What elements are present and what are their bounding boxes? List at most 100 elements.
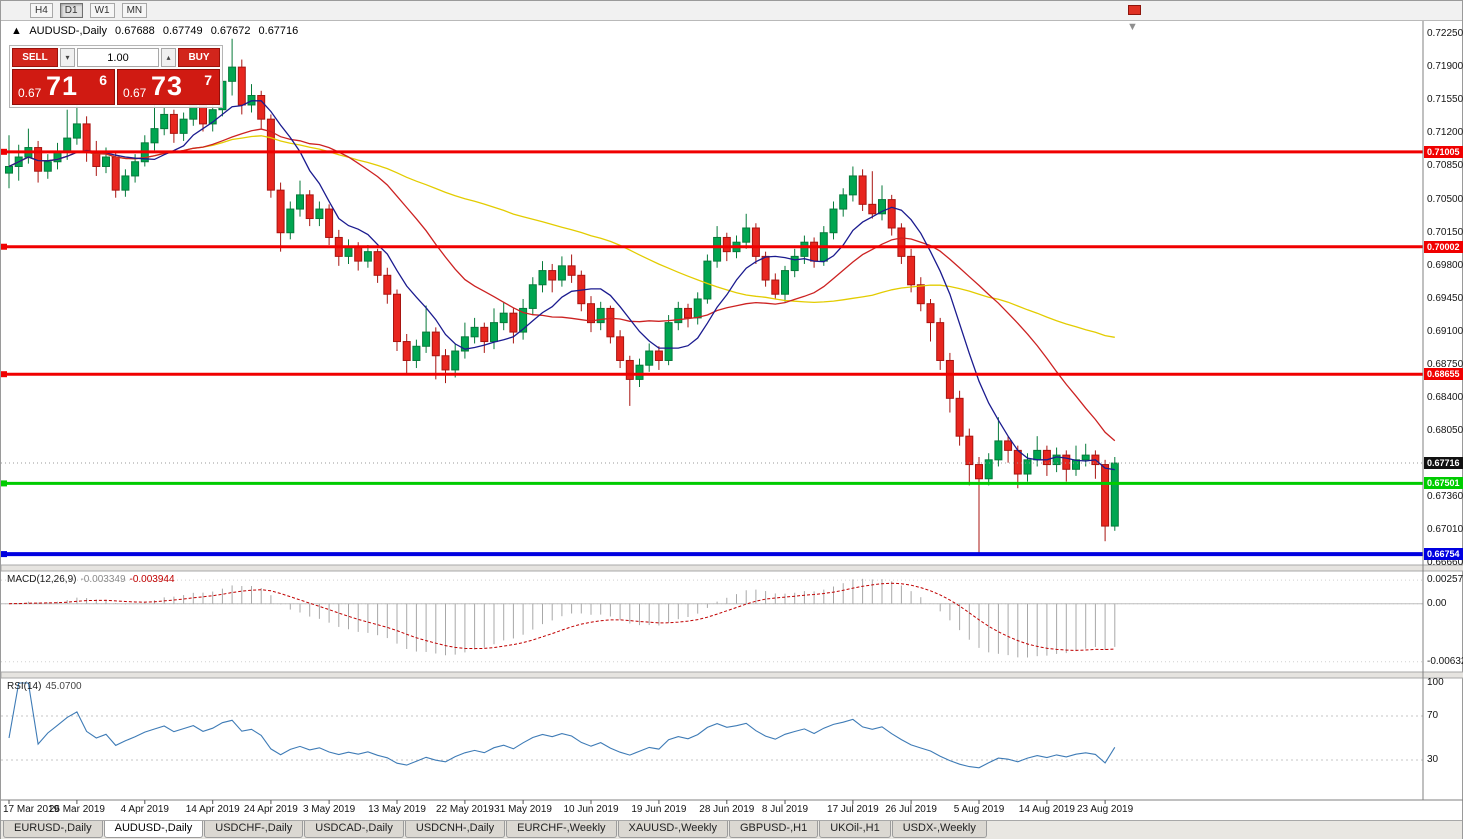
chart-tab-eurchf-weekly[interactable]: EURCHF-,Weekly xyxy=(506,821,617,838)
timeframe-button-h4[interactable]: H4 xyxy=(30,3,53,18)
trade-panel-prices: 0.67 71 6 0.67 73 7 xyxy=(12,69,220,105)
candle-body xyxy=(131,161,140,177)
bid-price-box[interactable]: 0.67 71 6 xyxy=(12,69,115,105)
candle-body xyxy=(490,322,498,343)
rsi-line xyxy=(8,682,1116,769)
candle-body xyxy=(984,459,993,480)
candle-body xyxy=(169,113,178,134)
candle-body xyxy=(810,241,819,262)
candle-body xyxy=(150,128,159,144)
timeframe-button-mn[interactable]: MN xyxy=(121,3,148,18)
candle-body xyxy=(441,355,450,371)
chart-tab-eurusd-daily[interactable]: EURUSD-,Daily xyxy=(3,821,103,838)
candle-body xyxy=(499,312,508,324)
candle-body xyxy=(121,175,130,191)
candle-body xyxy=(975,464,983,480)
volume-input[interactable] xyxy=(77,48,159,67)
chart-shift-icon[interactable]: ▼ xyxy=(1127,21,1138,33)
buy-button[interactable]: BUY xyxy=(178,48,220,67)
candle-body xyxy=(43,161,52,172)
candle-body xyxy=(266,118,275,191)
macd-title: MACD(12,26,9) xyxy=(7,574,77,585)
chart-tab-gbpusd-h1[interactable]: GBPUSD-,H1 xyxy=(728,821,819,838)
ohlc-high: 0.67749 xyxy=(162,25,203,37)
trade-panel-controls: SELL ▾ ▴ BUY xyxy=(12,48,220,67)
candle-body xyxy=(858,175,867,205)
volume-increase-button[interactable]: ▴ xyxy=(161,48,176,67)
candle-body xyxy=(63,137,72,153)
candle-body xyxy=(325,208,334,238)
candle-body xyxy=(674,307,683,324)
timeframe-button-d1[interactable]: D1 xyxy=(59,3,83,18)
ask-big-digits: 73 xyxy=(151,71,184,101)
chart-tab-audusd-daily[interactable]: AUDUSD-,Daily xyxy=(103,821,204,838)
timeframe-button-w1[interactable]: W1 xyxy=(89,3,115,18)
candle-body xyxy=(790,255,799,272)
chart-tab-xauusd-weekly[interactable]: XAUUSD-,Weekly xyxy=(617,821,728,838)
candle-body xyxy=(664,322,673,361)
chart-tab-usdcad-daily[interactable]: USDCAD-,Daily xyxy=(304,821,404,838)
bid-pip-digit: 6 xyxy=(99,72,107,88)
rsi-header: RSI(14) 45.0700 xyxy=(7,681,82,692)
candle-body xyxy=(907,255,916,286)
candle-body xyxy=(451,350,460,371)
candle-body xyxy=(460,336,469,352)
candle-body xyxy=(955,397,964,437)
candle-body xyxy=(567,265,576,276)
candle-body xyxy=(1033,449,1042,461)
candle-body xyxy=(587,303,595,324)
candle-body xyxy=(179,118,188,134)
candle-body xyxy=(519,307,528,333)
chart-tab-ukoil-h1[interactable]: UKOil-,H1 xyxy=(819,821,891,838)
toolbar-red-button[interactable] xyxy=(1128,5,1141,15)
candle-body xyxy=(684,307,692,319)
hline-anchor[interactable] xyxy=(1,371,7,378)
candle-body xyxy=(1042,449,1051,466)
ohlc-low: 0.67672 xyxy=(210,25,251,37)
chart-tab-usdx-weekly[interactable]: USDX-,Weekly xyxy=(891,821,987,838)
ohlc-open: 0.67688 xyxy=(115,25,155,37)
volume-decrease-button[interactable]: ▾ xyxy=(60,48,75,67)
candle-body xyxy=(1110,462,1119,527)
hline-anchor[interactable] xyxy=(1,243,7,250)
candle-body xyxy=(693,298,702,319)
candle-body xyxy=(916,284,925,305)
candle-body xyxy=(868,203,877,215)
candle-body xyxy=(848,175,857,196)
candle-body xyxy=(771,279,780,295)
candle-body xyxy=(965,435,974,466)
candle-body xyxy=(354,246,363,262)
ask-prefix: 0.67 xyxy=(123,86,147,100)
candle-body xyxy=(1004,440,1013,451)
candle-body xyxy=(761,255,770,281)
hline-anchor[interactable] xyxy=(1,148,7,155)
symbol-up-icon: ▲ xyxy=(11,25,22,37)
moving-average-slow xyxy=(8,135,1115,338)
candle-body xyxy=(228,66,237,82)
candle-body xyxy=(945,359,954,399)
ask-price-box[interactable]: 0.67 73 7 xyxy=(117,69,220,105)
candle-body xyxy=(926,303,935,324)
hline-anchor[interactable] xyxy=(1,480,7,487)
candle-body xyxy=(703,260,712,300)
chart-tab-usdcnh-daily[interactable]: USDCNH-,Daily xyxy=(404,821,506,838)
candle-body xyxy=(431,331,440,357)
chart-symbol-label: AUDUSD-,Daily xyxy=(29,25,107,37)
candle-body xyxy=(1101,464,1110,527)
chart-tab-usdchf-daily[interactable]: USDCHF-,Daily xyxy=(204,821,304,838)
candle-body xyxy=(276,189,285,234)
macd-signal-line xyxy=(8,582,1115,651)
candle-body xyxy=(296,194,304,210)
sell-button[interactable]: SELL xyxy=(12,48,58,67)
candle-body xyxy=(713,236,722,262)
candle-body xyxy=(1052,454,1061,466)
chart-tabs-bar: EURUSD-,Daily AUDUSD-,Daily USDCHF-,Daily U… xyxy=(1,820,1462,839)
pane-separator[interactable] xyxy=(1,564,1463,572)
candle-body xyxy=(480,326,489,343)
pane-separator[interactable] xyxy=(1,671,1463,679)
candle-body xyxy=(751,227,760,257)
hline-anchor[interactable] xyxy=(1,551,7,558)
candle-body xyxy=(412,345,421,361)
